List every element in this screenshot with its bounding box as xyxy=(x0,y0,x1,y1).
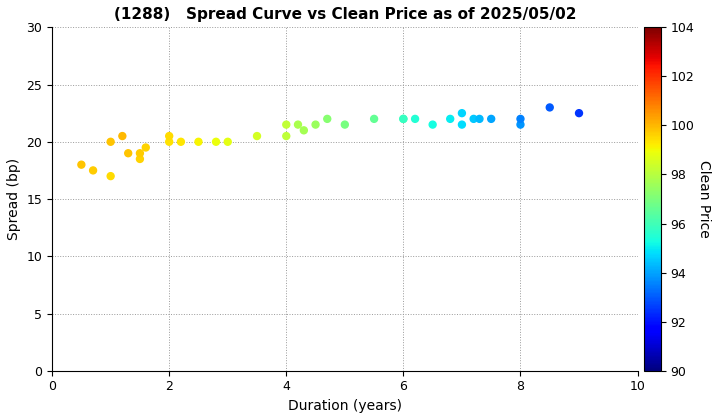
Point xyxy=(339,121,351,128)
Point xyxy=(410,116,421,122)
Point xyxy=(175,139,186,145)
Point xyxy=(573,110,585,116)
Point xyxy=(397,116,409,122)
Point xyxy=(163,139,175,145)
Point xyxy=(281,133,292,139)
Point xyxy=(140,144,151,151)
Point xyxy=(105,173,117,179)
Point xyxy=(134,150,145,157)
X-axis label: Duration (years): Duration (years) xyxy=(288,399,402,413)
Point xyxy=(369,116,380,122)
Point xyxy=(444,116,456,122)
Point xyxy=(474,116,485,122)
Point xyxy=(193,139,204,145)
Point xyxy=(122,150,134,157)
Point xyxy=(76,161,87,168)
Point xyxy=(292,121,304,128)
Point xyxy=(222,139,233,145)
Point xyxy=(87,167,99,174)
Point xyxy=(210,139,222,145)
Point xyxy=(281,121,292,128)
Point xyxy=(322,116,333,122)
Y-axis label: Spread (bp): Spread (bp) xyxy=(7,158,21,240)
Point xyxy=(515,116,526,122)
Point xyxy=(427,121,438,128)
Point xyxy=(251,133,263,139)
Point xyxy=(456,121,468,128)
Point xyxy=(515,121,526,128)
Point xyxy=(117,133,128,139)
Y-axis label: Clean Price: Clean Price xyxy=(697,160,711,238)
Point xyxy=(310,121,321,128)
Point xyxy=(456,110,468,116)
Point xyxy=(397,116,409,122)
Point xyxy=(485,116,497,122)
Point xyxy=(298,127,310,134)
Point xyxy=(163,133,175,139)
Point xyxy=(544,104,556,111)
Title: (1288)   Spread Curve vs Clean Price as of 2025/05/02: (1288) Spread Curve vs Clean Price as of… xyxy=(114,7,576,22)
Point xyxy=(468,116,480,122)
Point xyxy=(134,155,145,162)
Point xyxy=(105,139,117,145)
